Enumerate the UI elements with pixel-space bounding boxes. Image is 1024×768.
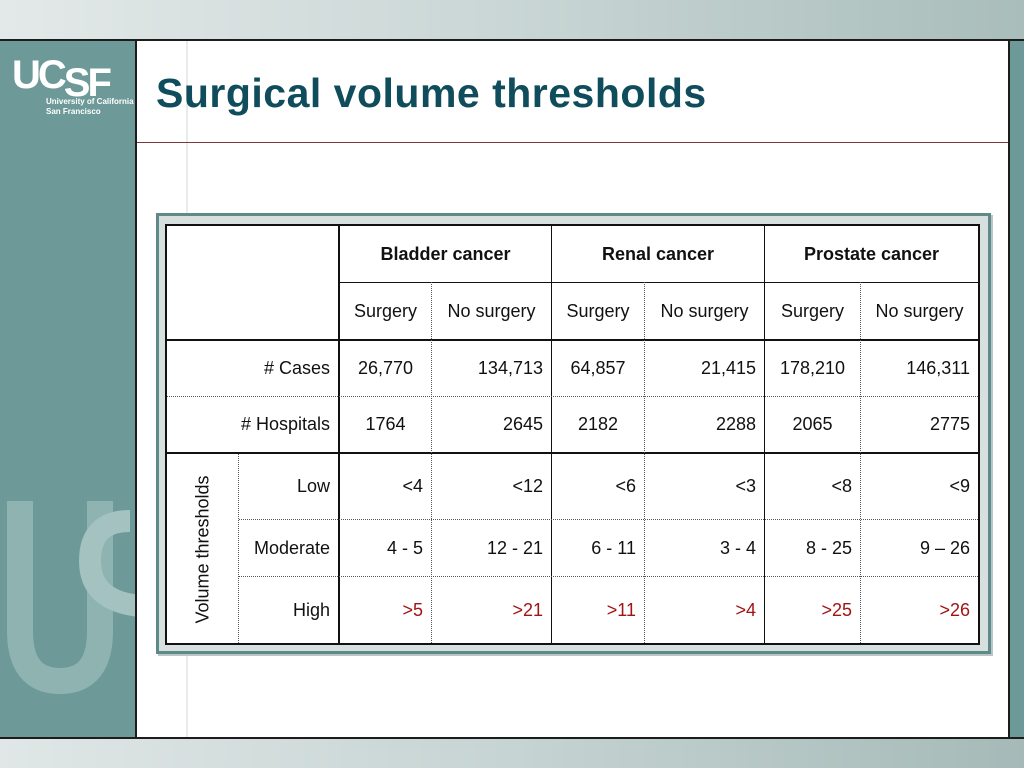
dotted-divider (644, 282, 645, 643)
cell-cases: 134,713 (477, 358, 543, 378)
cell-low: <12 (512, 476, 543, 496)
ucsf-logo: UCSF University of California San Franci… (12, 55, 134, 117)
cell-low: <6 (615, 476, 636, 496)
volume-thresholds-label: Volume thresholds (167, 453, 239, 645)
cell-moderate: 3 - 4 (719, 537, 756, 558)
dotted-divider (239, 576, 978, 577)
cell-cases: 178,210 (779, 358, 846, 378)
logo-subtitle-line1: University of California (46, 97, 134, 106)
cell-moderate: 8 - 25 (805, 537, 852, 558)
logo-subtitle-line2: San Francisco (46, 107, 101, 116)
cell-low: <9 (949, 476, 970, 496)
col-divider (764, 226, 765, 643)
cell-high: >25 (821, 599, 852, 620)
cell-moderate: 4 - 5 (386, 537, 423, 558)
cell-hospitals: 2775 (929, 414, 970, 434)
row-divider (340, 282, 978, 283)
dotted-divider (239, 519, 978, 520)
cell-high: >21 (512, 599, 543, 620)
slide-title: Surgical volume thresholds (156, 70, 707, 116)
cell-cases: 21,415 (700, 358, 756, 378)
cell-low: <8 (831, 476, 852, 496)
cell-hospitals: 2288 (715, 414, 756, 434)
subheader: Surgery (566, 300, 630, 321)
dotted-divider (860, 282, 861, 643)
table-frame: Bladder cancer Renal cancer Prostate can… (156, 213, 991, 654)
bottom-band (0, 737, 1024, 768)
cell-hospitals: 1764 (365, 414, 406, 434)
group-header: Prostate cancer (803, 243, 940, 264)
cell-high: >11 (606, 599, 636, 620)
cell-high: >4 (735, 599, 756, 620)
cell-cases: 64,857 (570, 358, 626, 378)
sidebar: UCSF University of California San Franci… (0, 41, 137, 737)
subheader: No surgery (875, 300, 964, 321)
dotted-divider (167, 396, 978, 397)
group-header: Bladder cancer (380, 243, 511, 264)
row-divider (167, 339, 978, 341)
col-divider (338, 226, 340, 643)
row-divider (167, 452, 978, 454)
logo-mark: UCSF (12, 53, 112, 105)
right-band (1008, 41, 1024, 737)
subheader: No surgery (660, 300, 749, 321)
cell-hospitals: 2645 (502, 414, 543, 434)
cell-hospitals: 2065 (792, 414, 833, 434)
cell-high: >26 (939, 599, 970, 620)
cell-moderate: 9 – 26 (919, 537, 970, 558)
cell-cases: 26,770 (357, 358, 414, 378)
row-label-hospitals: # Hospitals (240, 414, 330, 434)
row-label-cases: # Cases (263, 358, 330, 378)
volume-thresholds-text: Volume thresholds (192, 474, 213, 624)
col-divider (551, 226, 552, 643)
row-label-low: Low (296, 476, 330, 496)
ucsf-watermark (7, 501, 135, 695)
title-rule (137, 142, 1008, 143)
cell-hospitals: 2182 (577, 414, 619, 434)
group-header: Renal cancer (601, 243, 715, 264)
row-label-high: High (292, 599, 330, 620)
cell-low: <3 (735, 476, 756, 496)
row-label-moderate: Moderate (253, 537, 330, 558)
dotted-divider (431, 282, 432, 643)
subheader: Surgery (353, 300, 418, 321)
cell-high: >5 (402, 599, 423, 620)
dotted-divider (238, 454, 239, 643)
cell-moderate: 6 - 11 (591, 537, 636, 558)
subheader: Surgery (780, 300, 845, 321)
cell-low: <4 (402, 476, 423, 496)
cell-cases: 146,311 (906, 358, 970, 378)
subheader: No surgery (447, 300, 536, 321)
data-table: Bladder cancer Renal cancer Prostate can… (165, 224, 980, 645)
cell-moderate: 12 - 21 (486, 537, 543, 558)
top-band (0, 0, 1024, 41)
